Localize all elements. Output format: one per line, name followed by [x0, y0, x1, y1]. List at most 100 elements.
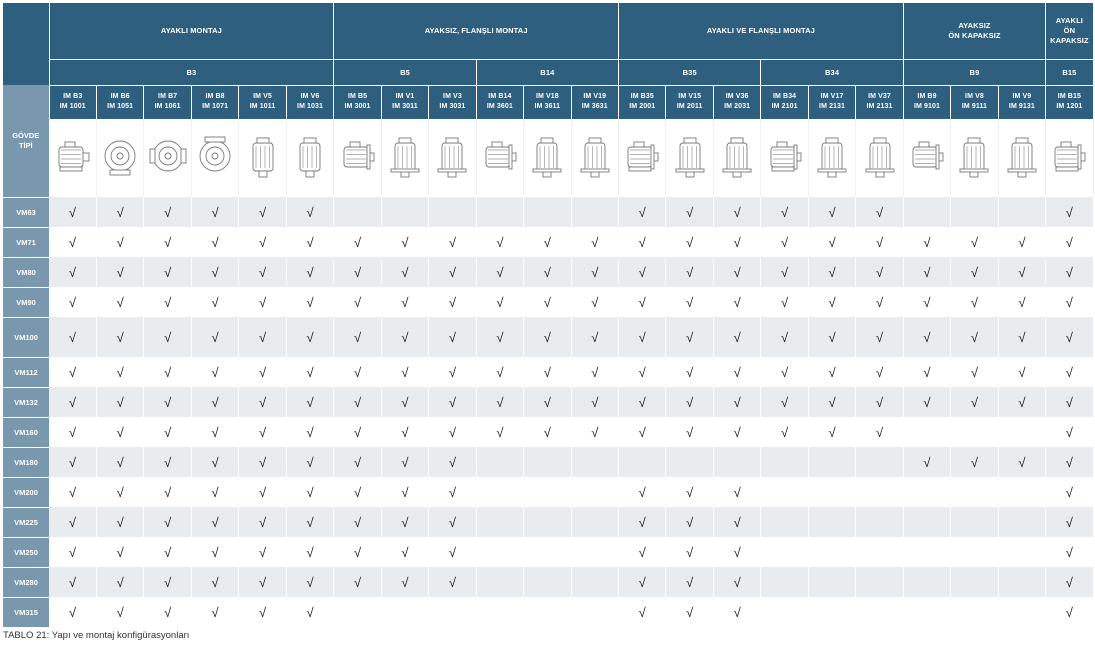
- availability-cell: √: [855, 357, 904, 387]
- availability-cell: √: [96, 257, 145, 287]
- availability-cell: √: [381, 537, 430, 567]
- availability-cell: √: [713, 257, 762, 287]
- availability-cell: √: [238, 257, 287, 287]
- mounting-configuration-table: AYAKLI MONTAJ AYAKSIZ, FLANŞLI MONTAJ AYAK…: [3, 3, 1094, 627]
- availability-cell: √: [49, 417, 97, 447]
- check-mark: √: [686, 234, 694, 250]
- check-mark: √: [733, 484, 741, 500]
- mounting-code-header: IM V9 IM 9131: [998, 85, 1047, 120]
- availability-cell: √: [618, 317, 667, 357]
- check-mark: √: [258, 454, 267, 470]
- check-mark: √: [1065, 604, 1073, 620]
- availability-cell: √: [191, 387, 240, 417]
- availability-cell: √: [571, 257, 620, 287]
- check-mark: √: [353, 264, 362, 280]
- availability-cell: √: [476, 317, 525, 357]
- availability-cell: [760, 447, 809, 477]
- mounting-code-header: IM B14 IM 3601: [476, 85, 525, 120]
- check-mark: √: [116, 294, 124, 310]
- check-mark: √: [1065, 234, 1073, 250]
- check-mark: √: [306, 294, 314, 310]
- check-mark: √: [164, 234, 172, 250]
- availability-cell: [808, 597, 857, 627]
- availability-cell: √: [238, 477, 287, 507]
- group-header: AYAKSIZ ÖN KAPAKSIZ: [903, 3, 1047, 60]
- availability-cell: [428, 197, 477, 227]
- check-mark: √: [733, 514, 741, 530]
- availability-cell: √: [713, 417, 762, 447]
- mounting-illustration: [381, 119, 430, 197]
- motor-mounting-icon: [390, 137, 420, 178]
- table-row: VM90 √ √ √ √ √ √ √ √ √ √ √ √ √ √ √ √ √ √ √ √ √ √: [3, 286, 1094, 317]
- check-mark: √: [875, 329, 884, 345]
- availability-cell: √: [428, 447, 477, 477]
- check-mark: √: [448, 454, 456, 470]
- check-mark: √: [306, 514, 314, 530]
- check-mark: √: [306, 484, 314, 500]
- check-mark: √: [401, 394, 409, 410]
- mounting-illustration: [1045, 119, 1094, 197]
- availability-cell: [950, 567, 999, 597]
- availability-cell: [903, 507, 952, 537]
- check-mark: √: [781, 264, 789, 280]
- mounting-illustration: [238, 119, 287, 197]
- check-mark: √: [258, 204, 267, 220]
- availability-cell: √: [713, 387, 762, 417]
- check-mark: √: [1065, 514, 1073, 530]
- check-mark: √: [496, 329, 504, 345]
- availability-cell: [760, 537, 809, 567]
- availability-cell: √: [950, 317, 999, 357]
- check-mark: √: [306, 424, 314, 440]
- availability-cell: √: [476, 227, 525, 257]
- check-mark: √: [923, 364, 931, 380]
- availability-cell: √: [333, 257, 382, 287]
- availability-cell: [808, 447, 857, 477]
- check-mark: √: [1065, 394, 1073, 410]
- availability-cell: √: [381, 257, 430, 287]
- check-mark: √: [686, 264, 694, 280]
- mounting-illustration: [49, 119, 97, 197]
- check-mark: √: [211, 264, 219, 280]
- mounting-illustration: [523, 119, 572, 197]
- check-mark: √: [353, 294, 362, 310]
- check-mark: √: [686, 394, 694, 410]
- check-mark: √: [68, 484, 77, 500]
- check-mark: √: [211, 424, 219, 440]
- check-mark: √: [1065, 364, 1073, 380]
- availability-cell: √: [665, 357, 714, 387]
- availability-cell: √: [903, 257, 952, 287]
- availability-cell: √: [665, 287, 714, 317]
- availability-cell: √: [286, 417, 335, 447]
- availability-cell: √: [428, 357, 477, 387]
- mounting-illustration: [760, 119, 809, 197]
- check-mark: √: [686, 574, 694, 590]
- check-mark: √: [591, 329, 599, 345]
- availability-cell: √: [618, 197, 667, 227]
- availability-cell: [523, 537, 572, 567]
- availability-cell: √: [665, 257, 714, 287]
- check-mark: √: [116, 574, 124, 590]
- availability-cell: √: [96, 227, 145, 257]
- availability-cell: √: [143, 387, 192, 417]
- check-mark: √: [164, 329, 172, 345]
- availability-cell: √: [950, 447, 999, 477]
- check-mark: √: [638, 394, 646, 410]
- availability-cell: [381, 597, 430, 627]
- availability-cell: √: [428, 317, 477, 357]
- availability-cell: √: [855, 257, 904, 287]
- check-mark: √: [781, 204, 789, 220]
- check-mark: √: [306, 234, 314, 250]
- availability-cell: √: [191, 447, 240, 477]
- subgroup-header: B34: [760, 59, 904, 86]
- mounting-code-header: IM B5 IM 3001: [333, 85, 382, 120]
- availability-cell: [998, 507, 1047, 537]
- check-mark: √: [211, 394, 219, 410]
- availability-cell: [950, 537, 999, 567]
- check-mark: √: [68, 364, 77, 380]
- availability-cell: [950, 417, 999, 447]
- availability-cell: √: [428, 387, 477, 417]
- availability-cell: √: [191, 317, 240, 357]
- check-mark: √: [68, 544, 77, 560]
- availability-cell: √: [428, 287, 477, 317]
- check-mark: √: [638, 294, 646, 310]
